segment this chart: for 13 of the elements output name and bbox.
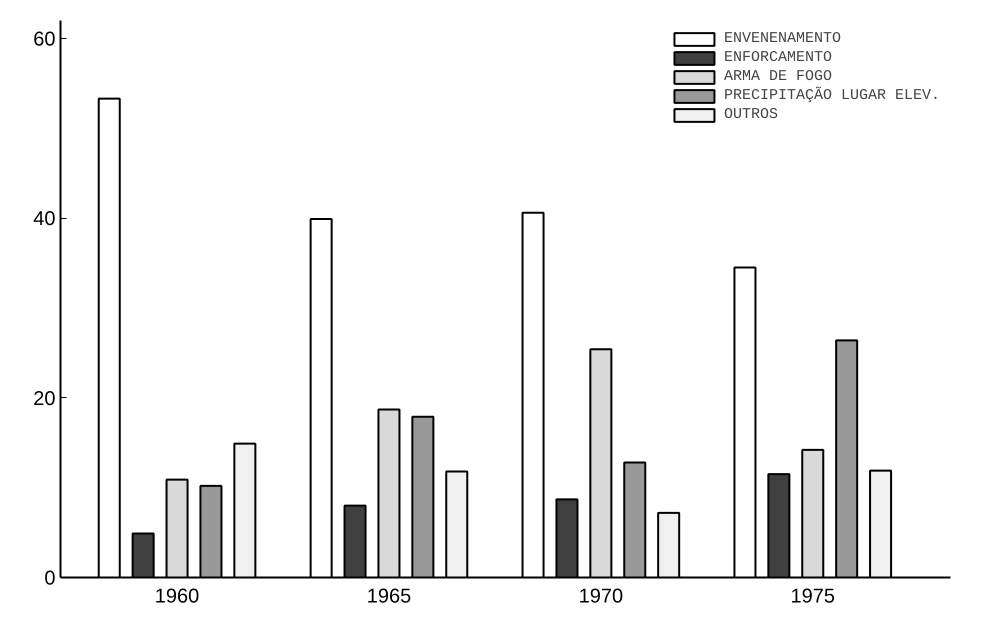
legend-label: ENFORCAMENTO — [724, 49, 832, 66]
legend-label: ARMA DE FOGO — [724, 68, 832, 85]
x-tick-label: 1965 — [366, 586, 412, 608]
x-tick-label: 1960 — [154, 586, 200, 608]
x-tick-label: 1975 — [790, 586, 836, 608]
legend-label: OUTROS — [724, 106, 778, 123]
legend-label: PRECIPITAÇÃO LUGAR ELEV. — [724, 87, 940, 104]
y-tick-label: 20 — [33, 388, 56, 410]
legend-label: ENVENENAMENTO — [724, 30, 841, 47]
y-tick-label: 60 — [33, 28, 56, 50]
y-tick-label: 40 — [33, 208, 56, 230]
y-tick-label: 0 — [44, 568, 56, 590]
x-tick-label: 1970 — [578, 586, 624, 608]
